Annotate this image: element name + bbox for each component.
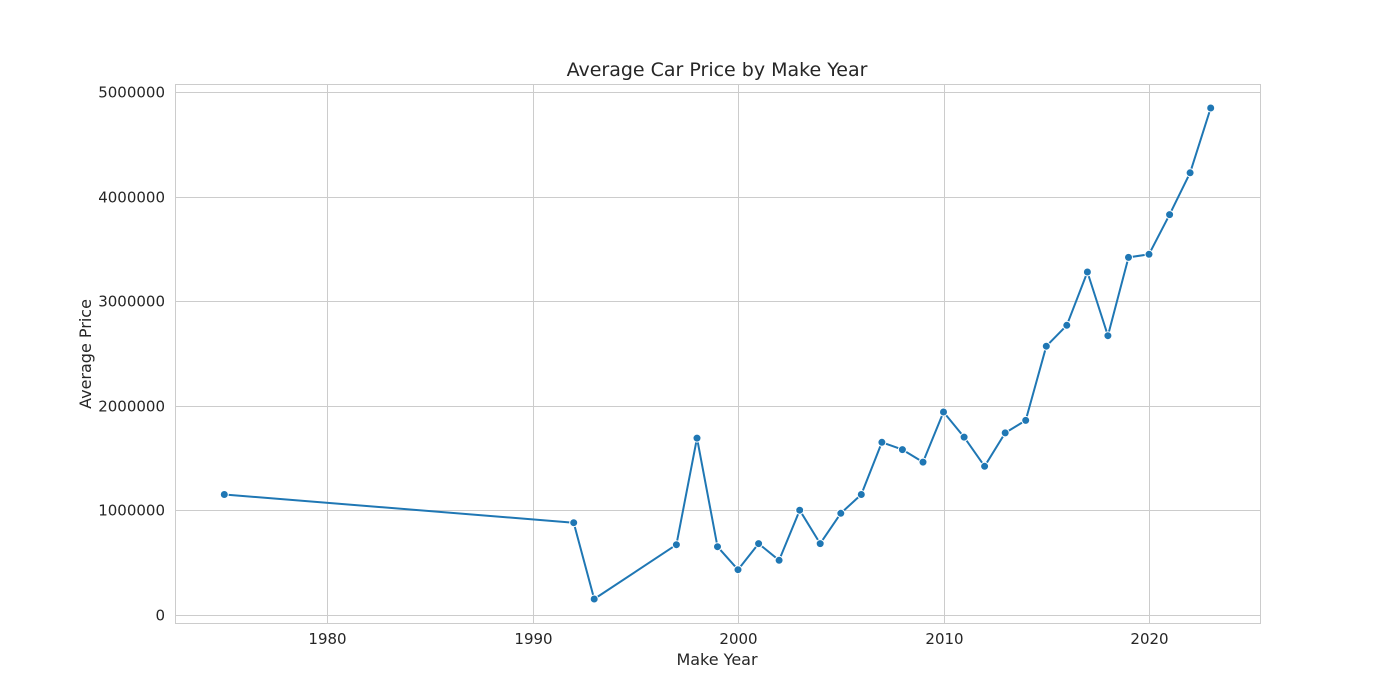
data-point [692, 433, 702, 443]
x-tick-label: 1990 [514, 630, 552, 648]
y-axis-title: Average Price [76, 299, 95, 409]
data-point [877, 437, 887, 447]
y-tick-label: 5000000 [98, 84, 165, 102]
data-point [939, 407, 948, 417]
data-point [795, 505, 805, 515]
data-point [980, 461, 990, 471]
data-point [1165, 210, 1175, 220]
x-tick-label: 2020 [1130, 630, 1168, 648]
data-point [1185, 168, 1195, 178]
data-point [1082, 267, 1092, 277]
y-tick-label: 1000000 [98, 502, 165, 520]
x-tick-label: 1980 [308, 630, 346, 648]
series-layer [219, 103, 1216, 604]
data-point [1144, 249, 1154, 259]
data-point [1062, 320, 1072, 330]
y-axis-ticks: 0 1000000 2000000 3000000 4000000 5000000 [98, 84, 165, 625]
chart-title: Average Car Price by Make Year [567, 59, 868, 81]
plot-frame [175, 84, 1261, 624]
x-axis-ticks: 1980 1990 2000 2010 2020 [308, 630, 1168, 648]
data-point [836, 508, 846, 518]
data-point [1041, 341, 1051, 351]
data-point [671, 540, 681, 550]
data-point [1124, 252, 1133, 262]
data-point [1021, 415, 1031, 425]
x-tick-label: 2010 [925, 630, 963, 648]
y-tick-label: 3000000 [98, 293, 165, 311]
data-point [1000, 428, 1010, 438]
grid-lines [175, 84, 1260, 623]
data-point [713, 542, 722, 552]
data-point [219, 490, 229, 499]
data-point [733, 565, 743, 575]
y-tick-label: 0 [155, 607, 165, 625]
data-point [918, 457, 928, 467]
data-point [959, 432, 969, 442]
plot-area [175, 84, 1260, 623]
series-line [224, 107, 1212, 600]
y-tick-label: 2000000 [98, 398, 165, 416]
data-point [569, 518, 579, 528]
data-point [1103, 331, 1113, 341]
x-axis-title: Make Year [676, 650, 758, 669]
x-tick-label: 2000 [719, 630, 757, 648]
data-point [897, 445, 907, 455]
data-point [856, 490, 866, 499]
data-point [815, 539, 825, 549]
data-point [589, 594, 599, 604]
data-point [754, 539, 764, 549]
y-tick-label: 4000000 [98, 189, 165, 207]
data-point [774, 555, 784, 565]
data-point [1206, 103, 1216, 113]
